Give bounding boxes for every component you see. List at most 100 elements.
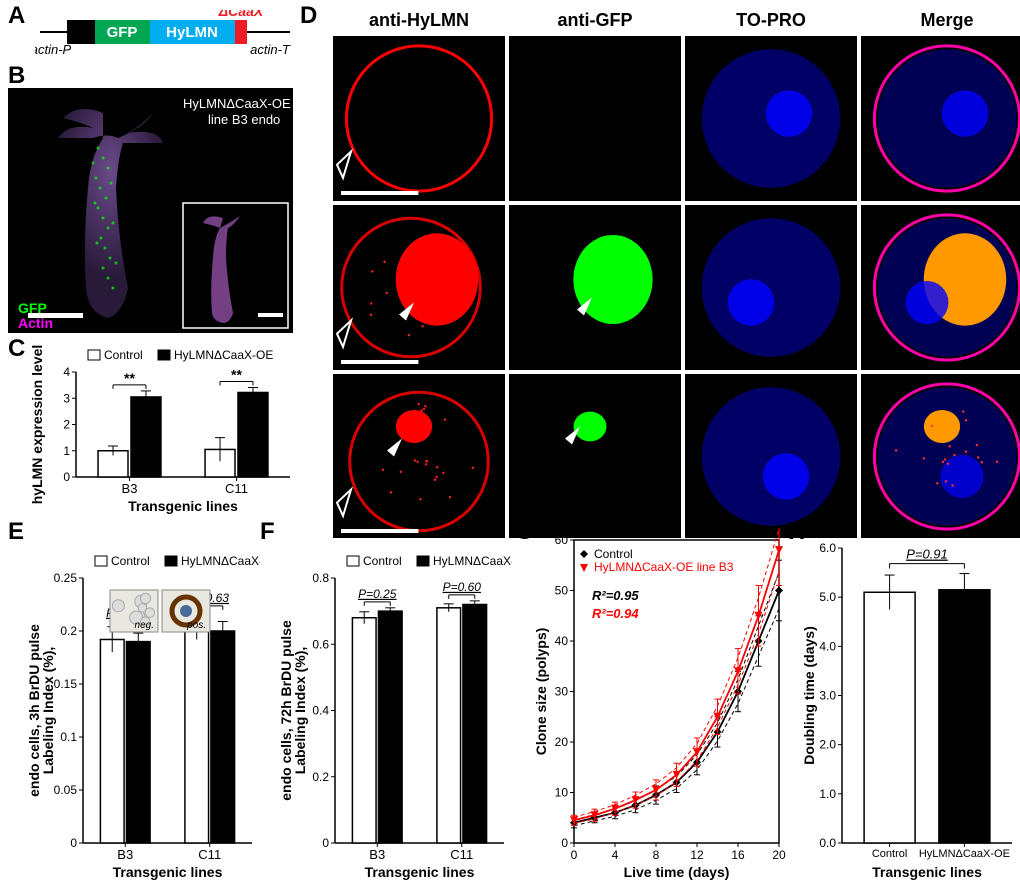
svg-text:C11: C11 <box>225 481 248 496</box>
svg-text:P=0.91: P=0.91 <box>906 547 948 562</box>
svg-text:Transgenic lines: Transgenic lines <box>128 498 238 514</box>
svg-text:0.8: 0.8 <box>312 571 329 585</box>
panel-a-label: A <box>8 2 25 30</box>
svg-text:0: 0 <box>571 848 578 862</box>
svg-text:0.25: 0.25 <box>54 571 78 585</box>
svg-text:0.05: 0.05 <box>54 783 78 797</box>
panel-e-chart: 00.050.10.150.20.25Labeling Index (%),en… <box>25 528 260 883</box>
svg-text:Merge: Merge <box>920 10 973 30</box>
svg-text:HyLMNΔCaaX-OE: HyLMNΔCaaX-OE <box>433 554 512 568</box>
svg-text:P=0.60: P=0.60 <box>443 580 482 594</box>
svg-text:B3: B3 <box>122 481 138 496</box>
svg-text:Control: Control <box>363 554 402 568</box>
panel-b-image: HyLMNΔCaaX-OE line B3 endo GFP Actin <box>8 88 293 333</box>
panel-b-label: B <box>8 62 25 90</box>
svg-text:20: 20 <box>772 848 786 862</box>
svg-text:P=0.25: P=0.25 <box>358 587 397 601</box>
svg-text:Control: Control <box>872 848 907 860</box>
svg-text:4: 4 <box>612 848 619 862</box>
svg-text:50: 50 <box>555 584 569 598</box>
svg-text:1: 1 <box>63 444 70 458</box>
svg-text:40: 40 <box>555 634 569 648</box>
svg-text:GFP: GFP <box>107 24 138 41</box>
svg-text:R²=0.95: R²=0.95 <box>592 588 639 603</box>
svg-text:12: 12 <box>690 848 704 862</box>
svg-text:Labeling Index (%),: Labeling Index (%), <box>40 647 56 775</box>
svg-text:HyLMNΔCaaX-OE: HyLMNΔCaaX-OE <box>181 554 260 568</box>
svg-text:anti-HyLMN: anti-HyLMN <box>369 10 469 30</box>
svg-text:Control: Control <box>594 547 633 561</box>
svg-text:HyLMN: HyLMN <box>166 24 218 41</box>
svg-text:C11: C11 <box>198 847 221 862</box>
svg-text:4.0: 4.0 <box>819 639 836 653</box>
svg-text:0.6: 0.6 <box>312 637 329 651</box>
svg-text:0.2: 0.2 <box>60 624 77 638</box>
svg-text:0: 0 <box>70 836 77 850</box>
svg-text:30: 30 <box>555 685 569 699</box>
svg-text:0.4: 0.4 <box>312 704 329 718</box>
svg-text:R²=0.94: R²=0.94 <box>592 606 639 621</box>
svg-text:8: 8 <box>653 848 660 862</box>
svg-text:endo cells, 3h BrDU pulse: endo cells, 3h BrDU pulse <box>26 624 42 797</box>
svg-text:actin-T: actin-T <box>250 42 291 57</box>
panel-f-chart: 0 0.2 0.4 0.6 0.8 Labeling Index (%),endo cel… <box>277 528 512 883</box>
panel-d-grid: anti-HyLMNanti-GFPTO-PROMergeControlLine… <box>333 8 1020 543</box>
svg-text:10: 10 <box>555 786 569 800</box>
svg-text:0: 0 <box>322 836 329 850</box>
svg-text:hyLMN expression level: hyLMN expression level <box>29 345 45 505</box>
svg-text:0.2: 0.2 <box>312 770 329 784</box>
svg-text:60: 60 <box>555 533 569 547</box>
svg-text:line B3 endo: line B3 endo <box>208 112 280 127</box>
svg-text:4: 4 <box>63 365 70 379</box>
svg-text:anti-GFP: anti-GFP <box>558 10 633 30</box>
svg-text:Live time (days): Live time (days) <box>624 864 730 880</box>
svg-text:1.0: 1.0 <box>819 787 836 801</box>
svg-text:HyLMNΔCaaX-OE: HyLMNΔCaaX-OE <box>183 96 291 111</box>
svg-text:pos.: pos. <box>186 620 206 631</box>
svg-text:16: 16 <box>731 848 745 862</box>
svg-text:HyLMNΔCaaX-OE line B3: HyLMNΔCaaX-OE line B3 <box>594 560 734 574</box>
panel-g-chart: 0 4 8 12 16 20 0 10 20 30 40 50 60 Live time (days) Cl… <box>532 528 787 883</box>
panel-g-label: G <box>515 518 534 546</box>
svg-text:Control: Control <box>104 348 143 362</box>
svg-text:Doubling time (days): Doubling time (days) <box>801 626 817 764</box>
svg-text:C11: C11 <box>450 847 473 862</box>
svg-text:B3: B3 <box>117 847 133 862</box>
svg-text:Labeling Index (%),: Labeling Index (%), <box>292 647 308 775</box>
svg-text:Transgenic lines: Transgenic lines <box>872 864 982 880</box>
panel-e-label: E <box>8 518 24 546</box>
svg-text:B3: B3 <box>369 847 385 862</box>
panel-a-construct: GFP HyLMN ΔCaaX actin-P actin-T <box>35 10 295 65</box>
svg-text:endo cells, 72h BrDU pulse: endo cells, 72h BrDU pulse <box>278 620 294 801</box>
panel-c-chart: 0 1 2 3 4 hyLMN expression level Transgenic li… <box>28 342 298 517</box>
svg-text:0: 0 <box>63 470 70 484</box>
svg-text:HyLMNΔCaaX-OE: HyLMNΔCaaX-OE <box>919 848 1010 860</box>
svg-text:TO-PRO: TO-PRO <box>736 10 806 30</box>
svg-text:GFP: GFP <box>18 300 47 316</box>
svg-text:3: 3 <box>63 391 70 405</box>
svg-text:3.0: 3.0 <box>819 689 836 703</box>
svg-text:neg.: neg. <box>135 620 154 631</box>
svg-text:actin-P: actin-P <box>35 42 72 57</box>
panel-h-chart: 0.0 1.0 2.0 3.0 4.0 5.0 6.0 Doubling time (days… <box>800 528 1018 883</box>
svg-text:0.1: 0.1 <box>60 730 77 744</box>
panel-f-label: F <box>260 518 275 546</box>
svg-text:Actin: Actin <box>18 315 53 331</box>
svg-text:2.0: 2.0 <box>819 738 836 752</box>
svg-text:Transgenic lines: Transgenic lines <box>113 864 223 880</box>
svg-text:**: ** <box>231 366 242 382</box>
svg-text:2: 2 <box>63 418 70 432</box>
svg-text:0: 0 <box>561 836 568 850</box>
svg-text:HyLMNΔCaaX-OE: HyLMNΔCaaX-OE <box>174 348 273 362</box>
svg-text:20: 20 <box>555 735 569 749</box>
svg-text:Control: Control <box>111 554 150 568</box>
svg-text:**: ** <box>124 370 135 386</box>
panel-c-label: C <box>8 335 25 363</box>
svg-text:0.0: 0.0 <box>819 836 836 850</box>
svg-text:ΔCaaX: ΔCaaX <box>218 10 265 19</box>
svg-text:Clone size (polyps): Clone size (polyps) <box>533 628 549 756</box>
panel-d-label: D <box>300 2 317 30</box>
svg-text:5.0: 5.0 <box>819 590 836 604</box>
svg-text:6.0: 6.0 <box>819 541 836 555</box>
svg-text:Transgenic lines: Transgenic lines <box>365 864 475 880</box>
